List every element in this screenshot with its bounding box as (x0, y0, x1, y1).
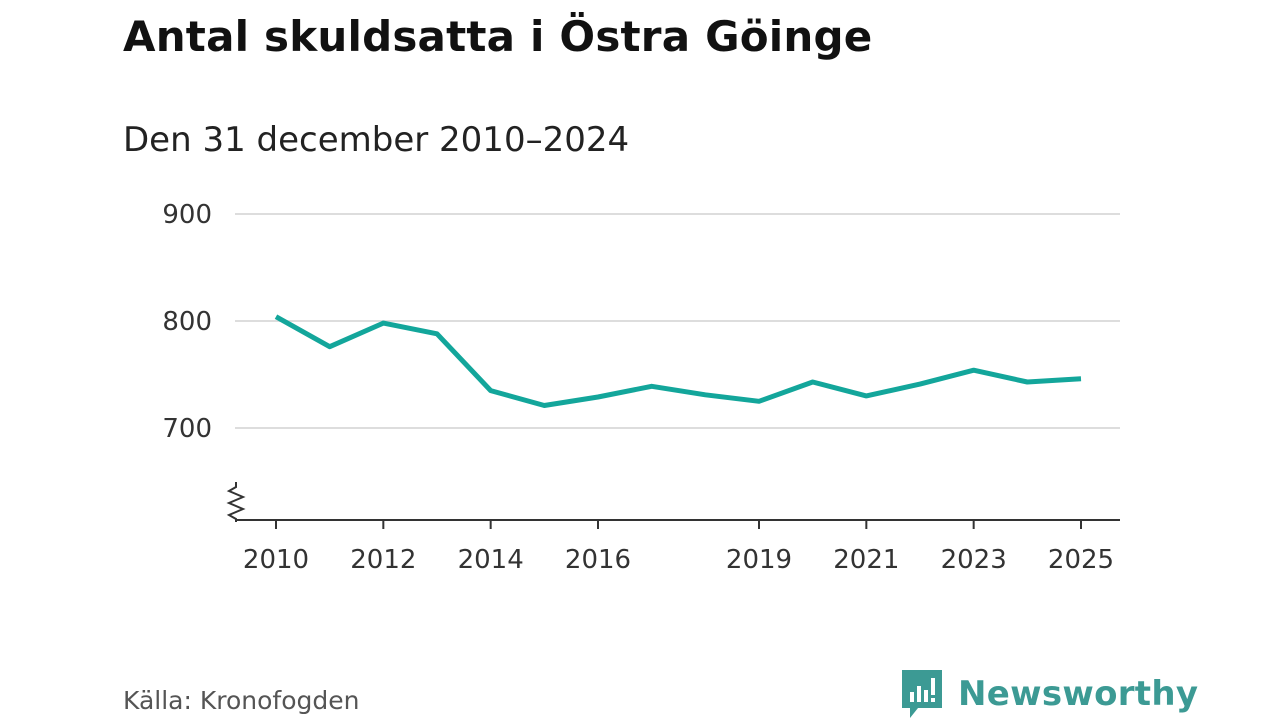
y-tick-label-800: 800 (162, 307, 212, 337)
data-point-2023 (971, 368, 976, 373)
data-point-2024 (1025, 379, 1030, 384)
tick-labels: 700 800 900 2010 2012 2014 2016 2019 2021 2023 202… (162, 200, 1114, 575)
gridlines (235, 213, 1120, 429)
data-point-2017 (649, 384, 654, 389)
x-axis (226, 482, 1120, 529)
data-point-2019 (757, 399, 762, 404)
data-point-2016 (596, 394, 601, 399)
y-tick-label-700: 700 (162, 414, 212, 444)
data-point-2012 (381, 321, 386, 326)
data-point-2025 (1079, 376, 1084, 381)
chart-subtitle: Den 31 december 2010–2024 (123, 120, 630, 160)
data-point-2020 (810, 379, 815, 384)
x-tick-label-2019: 2019 (726, 545, 792, 575)
y-tick-label-900: 900 (162, 200, 212, 230)
data-point-2014 (488, 388, 493, 393)
source-note: Källa: Kronofogden (123, 686, 360, 715)
x-tick-label-2012: 2012 (350, 545, 416, 575)
series-line (274, 314, 1082, 408)
series (274, 314, 1084, 408)
x-tick-label-2010: 2010 (243, 545, 309, 575)
x-tick-label-2025: 2025 (1048, 545, 1114, 575)
y-axis-break-icon (226, 482, 246, 522)
data-point-2021 (864, 393, 869, 398)
data-point-2011 (327, 344, 332, 349)
x-tick-label-2021: 2021 (833, 545, 899, 575)
data-point-2022 (918, 382, 923, 387)
x-tick-label-2016: 2016 (565, 545, 631, 575)
data-point-2013 (435, 331, 440, 336)
x-tick-label-2014: 2014 (458, 545, 524, 575)
data-point-2010 (274, 314, 279, 319)
brand-name: Newsworthy (958, 674, 1199, 714)
x-tick-label-2023: 2023 (941, 545, 1007, 575)
newsworthy-logo: Newsworthy (902, 670, 1198, 718)
data-point-2018 (703, 392, 708, 397)
chart-title: Antal skuldsatta i Östra Göinge (123, 12, 873, 61)
data-point-2015 (542, 403, 547, 408)
newsworthy-logo-icon (902, 670, 942, 718)
